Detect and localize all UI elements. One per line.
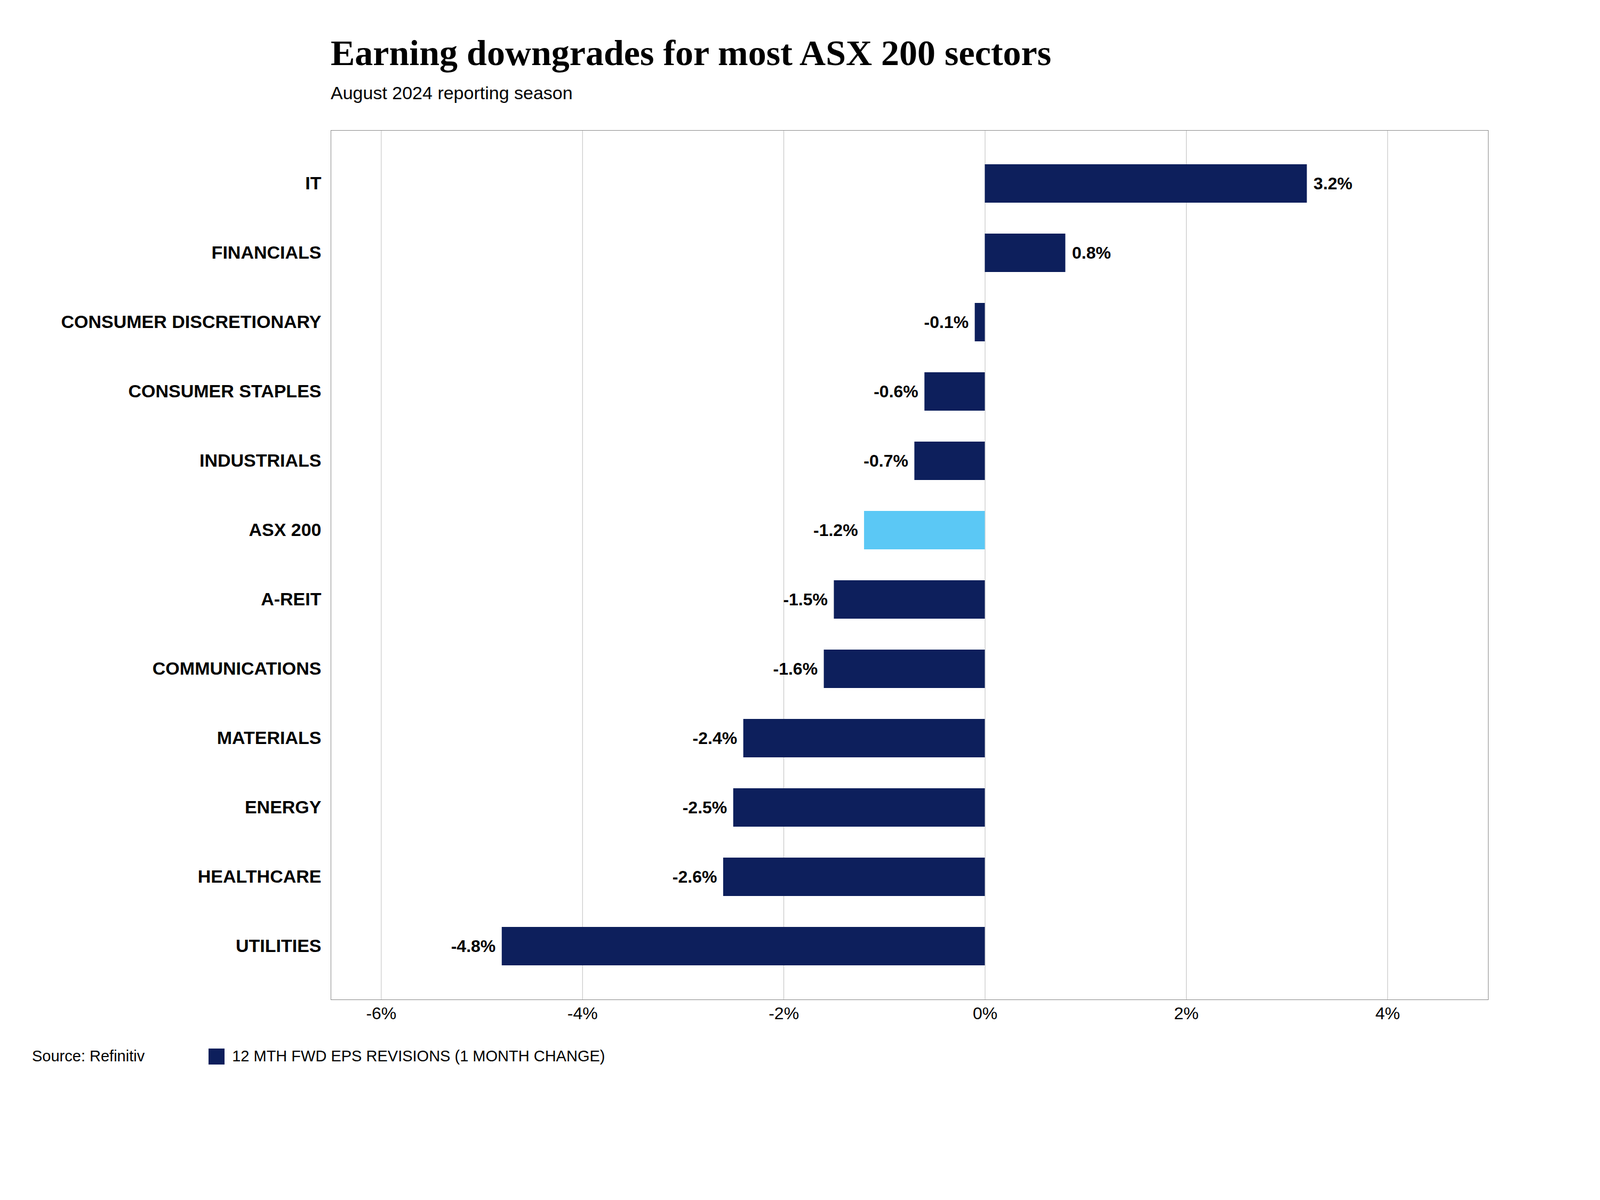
- html-text:August 2024 reporting season: August 2024 reporting season: [330, 82, 573, 103]
- svg-text:3.2%: 3.2%: [1313, 173, 1353, 194]
- svg-text:-4%: -4%: [567, 1003, 598, 1023]
- svg-text:-0.1%: -0.1%: [924, 312, 970, 332]
- svg-text:CONSUMER STAPLES: CONSUMER STAPLES: [128, 380, 322, 402]
- svg-text:-1.2%: -1.2%: [813, 520, 859, 540]
- svg-text:-6%: -6%: [365, 1003, 397, 1023]
- svg-text:4%: 4%: [1375, 1003, 1400, 1023]
- html-text:Source: Refinitiv: Source: Refinitiv: [32, 1047, 145, 1065]
- svg-text:-0.6%: -0.6%: [873, 381, 919, 402]
- html-text:12 MTH FWD EPS REVISIONS (1 MO: 12 MTH FWD EPS REVISIONS (1 MONTH CHANGE…: [232, 1047, 606, 1065]
- svg-text:-1.5%: -1.5%: [782, 589, 828, 610]
- svg-text:-0.7%: -0.7%: [863, 451, 909, 471]
- svg-text:CONSUMER DISCRETIONARY: CONSUMER DISCRETIONARY: [61, 311, 322, 332]
- svg-text:IT: IT: [305, 172, 322, 194]
- svg-text:FINANCIALS: FINANCIALS: [211, 242, 322, 263]
- svg-text:A-REIT: A-REIT: [260, 588, 322, 610]
- svg-text:COMMUNICATIONS: COMMUNICATIONS: [152, 658, 322, 679]
- svg-text:HEALTHCARE: HEALTHCARE: [197, 866, 322, 887]
- svg-text:ASX 200: ASX 200: [248, 519, 322, 540]
- svg-text:2%: 2%: [1173, 1003, 1199, 1023]
- svg-text:-4.8%: -4.8%: [451, 936, 496, 956]
- html-text:Earning downgrades for most AS: Earning downgrades for most ASX 200 sect…: [330, 32, 1052, 74]
- svg-text:-2.6%: -2.6%: [672, 867, 718, 887]
- svg-text:ENERGY: ENERGY: [244, 796, 322, 818]
- svg-text:-2.4%: -2.4%: [692, 728, 738, 748]
- svg-text:-1.6%: -1.6%: [773, 659, 819, 679]
- svg-text:0.8%: 0.8%: [1072, 243, 1111, 263]
- svg-text:UTILITIES: UTILITIES: [235, 935, 322, 956]
- svg-text:MATERIALS: MATERIALS: [217, 727, 322, 748]
- svg-text:0%: 0%: [972, 1003, 998, 1023]
- svg-text:INDUSTRIALS: INDUSTRIALS: [199, 450, 322, 471]
- svg-text:-2.5%: -2.5%: [682, 797, 728, 818]
- svg-text:-2%: -2%: [768, 1003, 799, 1023]
